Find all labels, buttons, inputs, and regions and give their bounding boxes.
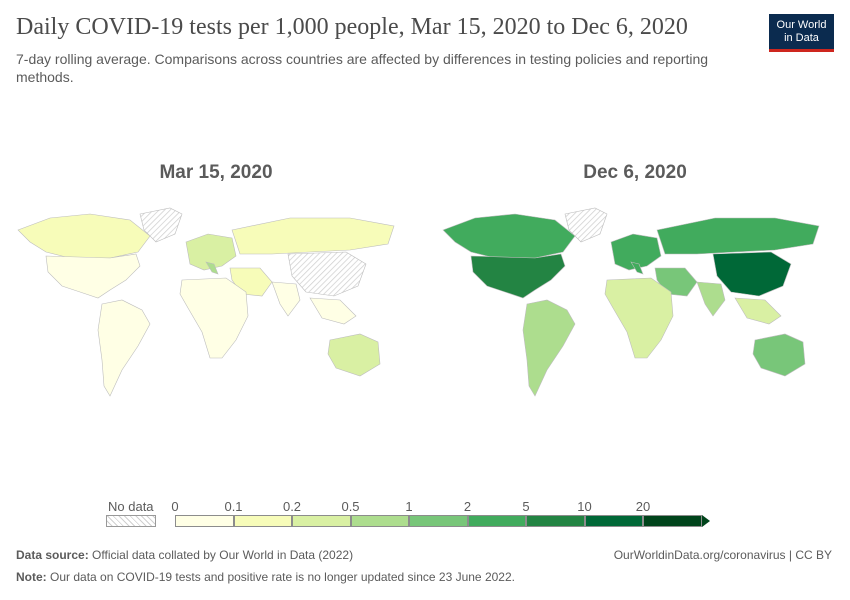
legend-color-bin [467, 515, 526, 527]
legend-tick-label: 1 [405, 499, 413, 514]
region-greenland[interactable] [564, 207, 608, 243]
region-southeast-asia[interactable] [734, 297, 782, 325]
chart-subtitle: 7-day rolling average. Comparisons acros… [16, 51, 709, 85]
region-india[interactable] [271, 281, 301, 317]
color-legend: No data 0 0.1 0.2 0.5 1 2 5 10 20 [100, 495, 720, 535]
legend-tick-label: 0.2 [282, 499, 302, 514]
owid-logo[interactable]: Our World in Data [769, 14, 834, 52]
world-map-mar-15-2020[interactable] [10, 200, 410, 410]
legend-tick-label: 0 [171, 499, 179, 514]
legend-color-bin [643, 515, 702, 527]
region-china[interactable] [287, 251, 367, 297]
map-right-title: Dec 6, 2020 [583, 162, 687, 183]
legend-color-bin [584, 515, 643, 527]
footer-note: Note: Our data on COVID-19 tests and pos… [16, 570, 515, 584]
footer-note-text: Our data on COVID-19 tests and positive … [50, 570, 515, 584]
region-canada[interactable] [17, 213, 151, 259]
logo-line-1: Our World [776, 19, 827, 31]
legend-tick-label: 2 [463, 499, 472, 514]
region-south-america[interactable] [97, 299, 151, 397]
legend-arrow-icon [701, 515, 710, 527]
logo-line-2: in Data [784, 32, 819, 44]
legend-tick-label: 0.1 [224, 499, 243, 514]
chart-title: Daily COVID-19 tests per 1,000 people, M… [16, 14, 688, 40]
footer-note-label: Note: [16, 570, 47, 584]
legend-tick-label: 10 [577, 499, 592, 514]
region-australia[interactable] [752, 333, 806, 377]
region-africa[interactable] [604, 277, 674, 359]
region-europe[interactable] [185, 233, 237, 271]
region-europe[interactable] [610, 233, 662, 271]
legend-tick-label: 5 [522, 499, 530, 514]
region-australia[interactable] [327, 333, 381, 377]
legend-color-bin [292, 515, 351, 527]
map-left-title: Mar 15, 2020 [159, 162, 273, 183]
region-north-america[interactable] [45, 253, 141, 299]
region-russia[interactable] [231, 217, 395, 255]
region-north-america[interactable] [470, 253, 566, 299]
region-canada[interactable] [442, 213, 576, 259]
legend-color-bin [175, 515, 234, 527]
legend-color-bin [526, 515, 585, 527]
legend-color-bin [350, 515, 409, 527]
footer-source-label: Data source: [16, 548, 89, 562]
region-south-america[interactable] [522, 299, 576, 397]
footer-source-text: Official data collated by Our World in D… [92, 548, 354, 562]
world-map-dec-6-2020[interactable] [425, 200, 845, 410]
footer-source: Data source: Official data collated by O… [16, 548, 353, 562]
region-italy[interactable] [630, 261, 644, 275]
region-africa[interactable] [179, 277, 249, 359]
legend-no-data-swatch [106, 515, 156, 527]
legend-color-bin [233, 515, 292, 527]
legend-no-data-label: No data [108, 499, 154, 514]
legend-tick-label: 0.5 [341, 499, 360, 514]
region-russia[interactable] [656, 217, 820, 255]
region-china[interactable] [712, 251, 792, 297]
legend-color-bin [409, 515, 468, 527]
region-greenland[interactable] [139, 207, 183, 243]
legend-tick-label: 20 [635, 499, 651, 514]
region-southeast-asia[interactable] [309, 297, 357, 325]
footer-url-link[interactable]: OurWorldinData.org/coronavirus | CC BY [613, 548, 832, 562]
region-india[interactable] [696, 281, 726, 317]
region-italy[interactable] [205, 261, 219, 275]
